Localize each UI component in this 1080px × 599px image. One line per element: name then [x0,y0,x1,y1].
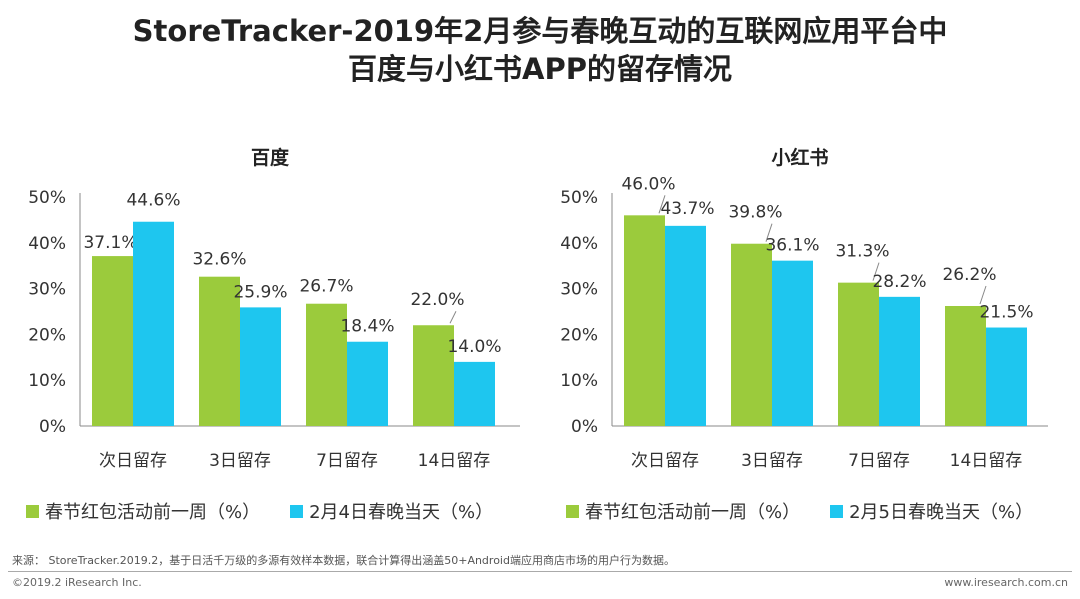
data-label: 25.9% [233,282,287,302]
legend-swatch-green [566,504,579,518]
footer-divider [8,571,1072,572]
website-link[interactable]: www.iresearch.com.cn [944,576,1068,589]
data-label: 43.7% [660,199,714,219]
legend-swatch-green [26,504,39,518]
data-label: 44.6% [126,191,180,211]
data-label: 14.0% [447,337,501,357]
data-label: 26.2% [942,265,996,285]
legend-label: 2月4日春晚当天（%） [309,502,494,523]
x-tick-label: 3日留存 [209,451,271,471]
y-tick-label: 50% [28,188,66,208]
leader-line [872,262,880,281]
x-tick-label: 7日留存 [316,451,378,471]
data-label: 26.7% [299,277,353,297]
legend-xiaohongshu: 春节红包活动前一周（%） 2月5日春晚当天（%） [566,498,1063,524]
y-tick-label: 40% [28,234,66,254]
bar [347,341,388,426]
legend-item-gala: 2月4日春晚当天（%） [290,498,493,524]
bar [133,221,174,426]
bar [772,260,813,426]
y-tick-label: 40% [560,234,598,254]
y-tick-label: 50% [560,188,598,208]
data-label: 21.5% [979,303,1033,323]
y-tick-label: 30% [560,280,598,300]
legend-label: 春节红包活动前一周（%） [45,502,261,523]
x-tick-label: 次日留存 [631,451,699,471]
legend-label: 春节红包活动前一周（%） [585,502,801,523]
legend-item-before: 春节红包活动前一周（%） [566,498,800,524]
leader-line [449,311,457,324]
y-tick-label: 20% [28,325,66,345]
data-label: 39.8% [728,203,782,223]
leader-line [979,285,987,305]
data-label: 37.1% [83,233,137,253]
data-label: 22.0% [410,290,464,310]
bar [306,303,347,426]
bar [454,361,495,426]
leader-line [658,195,666,214]
x-tick-label: 14日留存 [950,451,1023,471]
legend-swatch-blue [830,504,844,518]
y-tick-label: 20% [560,325,598,345]
legend-baidu: 春节红包活动前一周（%） 2月4日春晚当天（%） [26,498,523,524]
data-label: 46.0% [621,174,675,194]
bar [199,276,240,426]
chart-title: 百度 [251,146,290,169]
x-tick-label: 14日留存 [418,451,491,471]
title-line-1: StoreTracker-2019年2月参与春晚互动的互联网应用平台中 [132,14,948,48]
legend-item-before: 春节红包活动前一周（%） [26,498,260,524]
bar [879,296,920,426]
leader-line [765,223,773,242]
bar [986,327,1027,426]
data-label: 36.1% [765,236,819,256]
bar [624,215,665,426]
bar [92,256,133,426]
x-tick-label: 7日留存 [848,451,910,471]
data-label: 18.4% [340,317,394,337]
x-tick-label: 次日留存 [99,451,167,471]
bar [240,307,281,426]
data-label: 31.3% [835,242,889,262]
bar [413,325,454,426]
copyright: ©2019.2 iResearch Inc. [12,576,142,589]
chart-title: 小红书 [771,146,828,169]
legend-swatch-blue [290,504,304,518]
bar [945,306,986,426]
title-line-2: 百度与小红书APP的留存情况 [348,52,732,86]
bar [665,225,706,426]
y-tick-label: 10% [560,371,598,391]
source-note: 来源： StoreTracker.2019.2，基于日活千万级的多源有效样本数据… [12,554,675,567]
bar [838,282,879,426]
legend-label: 2月5日春晚当天（%） [849,502,1034,523]
y-tick-label: 10% [28,371,66,391]
data-label: 32.6% [192,250,246,270]
y-tick-label: 0% [571,417,598,437]
x-tick-label: 3日留存 [741,451,803,471]
bar [731,243,772,426]
y-tick-label: 30% [28,280,66,300]
legend-item-gala: 2月5日春晚当天（%） [830,498,1033,524]
data-label: 28.2% [872,272,926,292]
page-title: StoreTracker-2019年2月参与春晚互动的互联网应用平台中 百度与小… [0,12,1080,88]
y-tick-label: 0% [39,417,66,437]
